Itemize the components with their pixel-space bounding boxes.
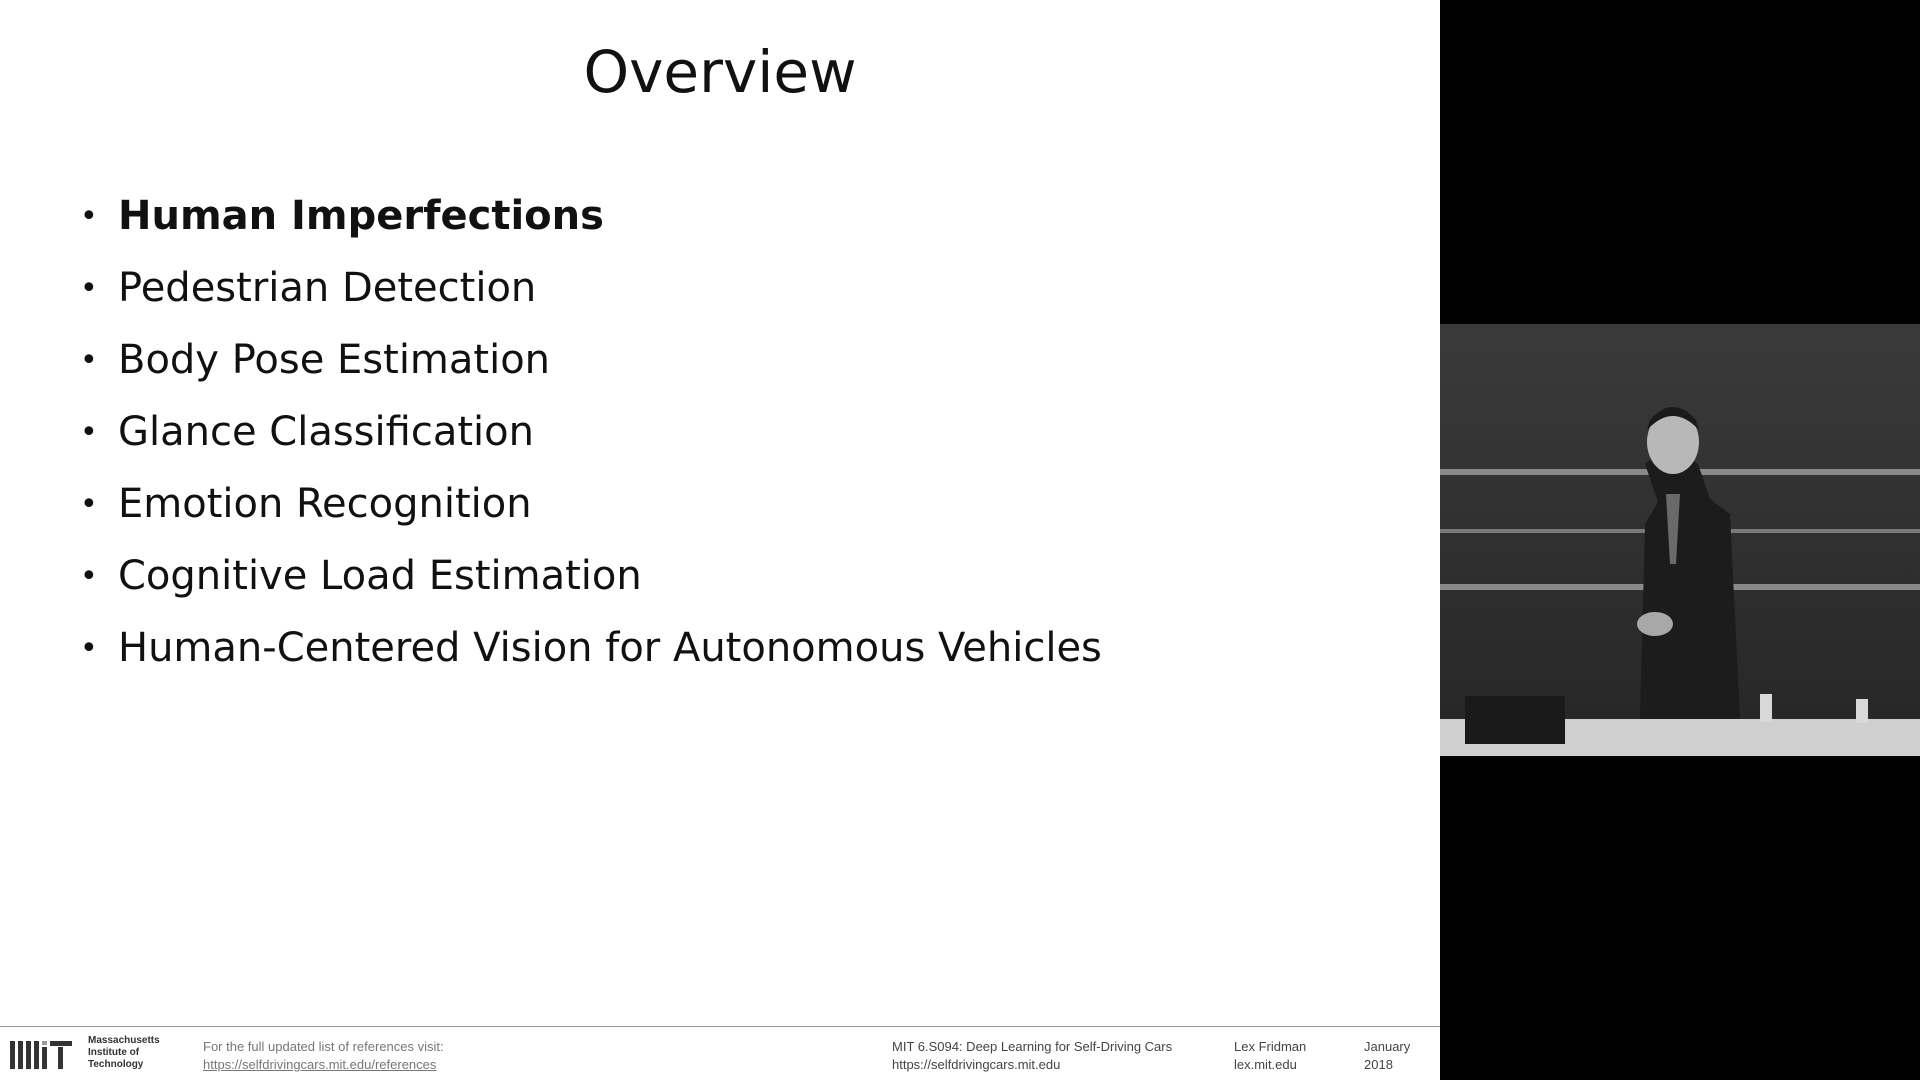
date-month: January (1364, 1039, 1411, 1054)
bullet-item: • Glance Classification (80, 396, 1102, 468)
slide-footer: Massachusetts Institute of Technology Fo… (0, 1026, 1440, 1080)
bullet-dot-icon: • (80, 342, 98, 378)
bullet-dot-icon: • (80, 558, 98, 594)
bullet-list: • Human Imperfections • Pedestrian Detec… (80, 180, 1102, 684)
mit-logo-icon (10, 1041, 72, 1069)
references-link[interactable]: https://selfdrivingcars.mit.edu/referenc… (203, 1057, 437, 1072)
bullet-dot-icon: • (80, 630, 98, 666)
course-url[interactable]: https://selfdrivingcars.mit.edu (892, 1057, 1061, 1072)
date-year: 2018 (1364, 1057, 1393, 1072)
bullet-dot-icon: • (80, 270, 98, 306)
institution-line: Massachusetts (88, 1035, 160, 1046)
bullet-item: • Emotion Recognition (80, 468, 1102, 540)
speaker-video-panel (1440, 0, 1920, 1080)
bullet-item: • Body Pose Estimation (80, 324, 1102, 396)
bullet-item: • Human Imperfections (80, 180, 1102, 252)
institution-name: Massachusetts Institute of Technology (88, 1035, 178, 1071)
bullet-label: Glance Classification (118, 409, 534, 455)
author-site[interactable]: lex.mit.edu (1234, 1057, 1297, 1072)
bullet-label: Pedestrian Detection (118, 265, 537, 311)
author-info: Lex Fridman lex.mit.edu (1234, 1038, 1306, 1074)
slide: Overview • Human Imperfections • Pedestr… (0, 0, 1440, 1080)
bullet-item: • Human-Centered Vision for Autonomous V… (80, 612, 1102, 684)
bullet-dot-icon: • (80, 198, 98, 234)
slide-title: Overview (583, 38, 857, 106)
course-info: MIT 6.S094: Deep Learning for Self-Drivi… (892, 1038, 1172, 1074)
bullet-dot-icon: • (80, 486, 98, 522)
references-text: For the full updated list of references … (203, 1039, 444, 1054)
bullet-label: Human-Centered Vision for Autonomous Veh… (118, 625, 1102, 671)
bullet-label: Human Imperfections (118, 193, 604, 239)
bullet-dot-icon: • (80, 414, 98, 450)
course-name: MIT 6.S094: Deep Learning for Self-Drivi… (892, 1039, 1173, 1054)
speaker-camera-feed (1440, 324, 1920, 756)
institution-line: Technology (88, 1059, 144, 1070)
institution-line: Institute of (88, 1047, 140, 1058)
bullet-label: Emotion Recognition (118, 481, 532, 527)
references-note: For the full updated list of references … (203, 1038, 444, 1074)
bullet-label: Body Pose Estimation (118, 337, 551, 383)
bullet-item: • Pedestrian Detection (80, 252, 1102, 324)
bullet-label: Cognitive Load Estimation (118, 553, 642, 599)
author-name: Lex Fridman (1234, 1039, 1307, 1054)
bullet-item: • Cognitive Load Estimation (80, 540, 1102, 612)
date-info: January 2018 (1364, 1038, 1410, 1074)
